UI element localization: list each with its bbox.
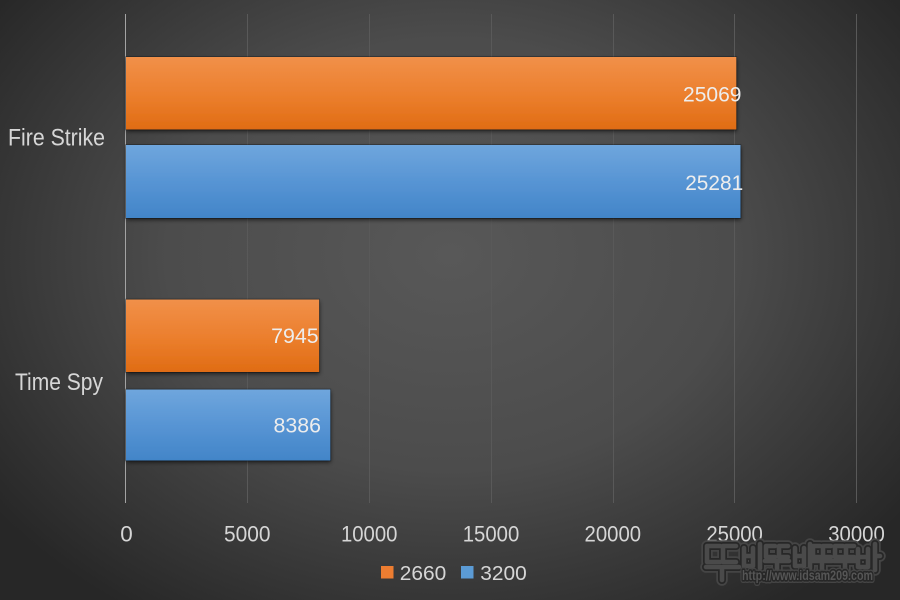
svg-text:Fire Strike: Fire Strike bbox=[8, 124, 105, 151]
svg-text:0: 0 bbox=[120, 521, 133, 546]
svg-text:2660: 2660 bbox=[400, 562, 447, 585]
svg-text:5000: 5000 bbox=[224, 521, 271, 546]
svg-text:7945: 7945 bbox=[271, 324, 319, 348]
svg-text:http://www.idsam209.com: http://www.idsam209.com bbox=[742, 567, 873, 583]
svg-text:3200: 3200 bbox=[480, 562, 527, 585]
svg-text:Time Spy: Time Spy bbox=[15, 369, 104, 396]
svg-text:http://www.idsam209.com: http://www.idsam209.com bbox=[742, 567, 873, 583]
svg-text:10000: 10000 bbox=[341, 521, 398, 546]
svg-text:20000: 20000 bbox=[585, 521, 642, 546]
svg-text:8386: 8386 bbox=[274, 414, 322, 438]
svg-text:25281: 25281 bbox=[685, 171, 743, 195]
svg-text:http://www.idsam209.com: http://www.idsam209.com bbox=[742, 567, 873, 583]
svg-text:25069: 25069 bbox=[683, 83, 742, 107]
svg-text:15000: 15000 bbox=[463, 521, 520, 546]
